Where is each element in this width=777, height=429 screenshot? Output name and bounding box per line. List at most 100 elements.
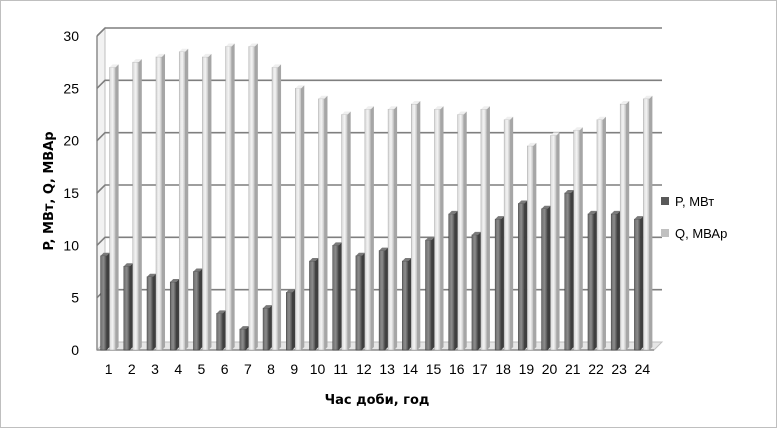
x-tick-label: 24: [635, 361, 651, 377]
x-tick-label: 5: [198, 361, 206, 377]
legend-label: P, МВт: [675, 194, 714, 209]
bar-p-side: [570, 190, 574, 350]
bar-p: [541, 208, 548, 351]
x-tick-label: 13: [379, 361, 395, 377]
bar-q: [132, 61, 140, 351]
bar-p: [239, 328, 247, 351]
bar-p-side: [477, 231, 481, 350]
bar-q: [295, 88, 302, 351]
bar-q: [550, 135, 557, 351]
bar-p-side: [106, 252, 110, 350]
y-tick-labels: 0 5 10 15 20 25 30: [63, 28, 79, 358]
bar-p-side: [245, 326, 249, 350]
bar-p-side: [385, 247, 389, 350]
bar-q: [341, 114, 348, 351]
bar-q: [155, 56, 163, 351]
bar-p: [402, 260, 409, 351]
bar-q-side: [208, 53, 212, 350]
bar-q-side: [394, 106, 398, 351]
bar-q-side: [579, 127, 583, 350]
bar-q: [596, 119, 604, 351]
bar-q-side: [556, 132, 560, 350]
x-tick-label: 17: [472, 361, 488, 377]
x-tick-label: 7: [244, 361, 252, 377]
legend: P, МВт Q, МВАр: [661, 194, 727, 241]
x-tick-label: 18: [495, 361, 511, 377]
bar-q: [318, 98, 325, 351]
bar-q: [480, 109, 488, 351]
bar-q: [178, 51, 186, 351]
legend-swatch: [661, 197, 669, 205]
bar-p-side: [199, 268, 203, 350]
x-tick-label: 20: [542, 361, 558, 377]
x-tick-label: 11: [333, 361, 348, 377]
x-axis-title: Час доби, год: [325, 393, 430, 408]
bar-p-side: [153, 273, 157, 350]
bar-q-side: [486, 106, 490, 351]
bar-q: [411, 103, 418, 351]
bar-q-side: [649, 95, 653, 350]
bar-p-side: [338, 242, 342, 350]
bar-q: [434, 109, 441, 351]
bar-p: [309, 260, 316, 351]
y-tick-label: 5: [71, 290, 79, 306]
bar-q-side: [347, 111, 351, 350]
bar-q: [503, 119, 511, 351]
bar-q: [527, 145, 534, 351]
gridline: [96, 184, 662, 194]
y-tick-label: 0: [71, 342, 79, 358]
bar-p: [494, 218, 502, 351]
x-tick-label: 3: [151, 361, 159, 377]
bar-p: [564, 192, 572, 351]
bar-q-side: [162, 53, 166, 350]
bar-p-side: [593, 210, 597, 350]
bar-p-side: [524, 200, 528, 350]
bar-q-side: [115, 64, 119, 351]
bar-p-side: [454, 210, 458, 350]
bar-q-side: [626, 101, 630, 351]
bar-q-side: [301, 85, 305, 350]
bar-p-side: [269, 305, 273, 350]
x-tick-label: 10: [310, 361, 326, 377]
x-tick-labels: 1 2 3 4 5 6 7 8 9 10 11 12 13 14 15 16 17 18 19 20 21 22 23 24: [105, 361, 651, 377]
bar-q: [457, 114, 464, 351]
bar-q-side: [370, 106, 374, 351]
bar-q-side: [185, 48, 189, 350]
bar-p-side: [408, 258, 412, 350]
bar-q-top: [248, 43, 258, 47]
bar-p-side: [501, 216, 505, 350]
bar-q: [202, 56, 209, 351]
bar-q-side: [278, 64, 282, 351]
x-tick-label: 2: [128, 361, 136, 377]
x-tick-label: 9: [290, 361, 298, 377]
x-tick-label: 21: [565, 361, 581, 377]
bar-q: [387, 109, 395, 351]
bar-p: [193, 271, 200, 351]
x-tick-label: 1: [105, 361, 113, 377]
y-tick-label: 20: [63, 133, 79, 149]
bar-q: [364, 109, 372, 351]
bar-q: [271, 67, 279, 351]
x-tick-label: 22: [588, 361, 604, 377]
bar-p-side: [315, 258, 319, 350]
bar-q-side: [324, 95, 328, 350]
bar-q: [225, 46, 232, 351]
bar-q-side: [254, 43, 258, 350]
x-tick-label: 12: [356, 361, 372, 377]
y-tick-label: 25: [63, 80, 79, 96]
y-tick-label: 15: [63, 185, 79, 201]
bar-q: [248, 46, 256, 351]
y-tick-label: 30: [63, 28, 79, 44]
gridline: [96, 131, 662, 142]
y-tick-label: 10: [63, 237, 79, 253]
bar-p-side: [292, 289, 296, 350]
bar-q-side: [440, 106, 444, 351]
legend-swatch: [661, 229, 669, 237]
bar-q: [573, 129, 581, 351]
x-tick-label: 15: [426, 361, 442, 377]
bar-q: [109, 67, 116, 351]
x-tick-label: 23: [611, 361, 627, 377]
x-tick-label: 14: [403, 361, 419, 377]
